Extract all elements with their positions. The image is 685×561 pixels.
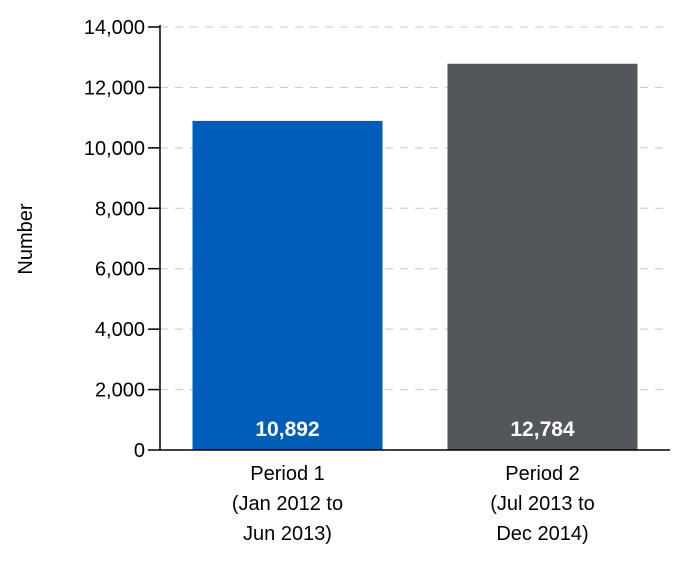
data-label: 12,784	[510, 418, 575, 441]
y-tick-label: 0	[134, 440, 145, 462]
data-label: 10,892	[255, 418, 319, 441]
y-tick-label: 12,000	[84, 77, 145, 99]
x-axis-ticks: Period 1 (Jan 2012 to Jun 2013) Period 2 (Ju…	[232, 463, 595, 545]
y-tick-label: 10,000	[84, 138, 145, 160]
y-tick-label: 14,000	[84, 17, 145, 39]
y-axis-label: Number	[15, 203, 37, 274]
y-tick-label: 6,000	[95, 259, 145, 281]
x-tick-label: Period 2 (Jul 2013 to Dec 2014)	[490, 463, 595, 545]
bar	[447, 63, 638, 450]
y-axis-ticks: 0 2,000 4,000 6,000 8,000 10,000 12,000 14,000	[84, 17, 160, 462]
y-tick-label: 4,000	[95, 319, 145, 341]
y-tick-label: 8,000	[95, 198, 145, 220]
x-tick-label: Period 1 (Jan 2012 to Jun 2013)	[232, 463, 343, 545]
axes	[159, 25, 670, 451]
bar	[192, 120, 383, 450]
bars: 10,892 12,784	[192, 63, 638, 450]
y-tick-label: 2,000	[95, 380, 145, 402]
